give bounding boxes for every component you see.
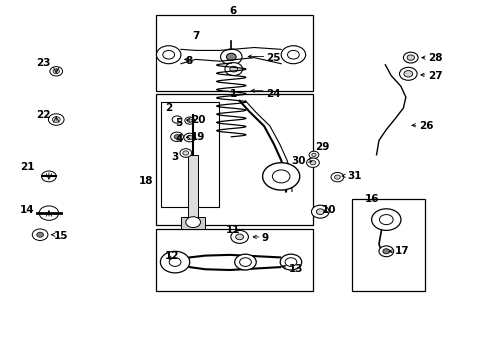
Circle shape: [230, 230, 248, 243]
Text: 25: 25: [266, 53, 281, 63]
Bar: [155, 15, 312, 91]
Text: 12: 12: [165, 251, 180, 261]
Bar: [155, 229, 312, 291]
Circle shape: [48, 114, 64, 125]
Circle shape: [281, 46, 305, 64]
Text: 18: 18: [138, 176, 153, 186]
Circle shape: [262, 163, 299, 190]
Text: 13: 13: [288, 264, 303, 274]
Circle shape: [311, 153, 315, 156]
Text: 29: 29: [315, 142, 329, 152]
Circle shape: [306, 158, 319, 167]
Circle shape: [234, 254, 256, 270]
Circle shape: [174, 135, 180, 139]
Circle shape: [239, 258, 251, 266]
Text: 27: 27: [427, 71, 442, 81]
Circle shape: [378, 246, 393, 257]
Text: 24: 24: [266, 89, 281, 99]
Circle shape: [187, 119, 192, 122]
Text: 4: 4: [175, 134, 182, 144]
Text: 15: 15: [54, 231, 68, 241]
Circle shape: [285, 258, 296, 266]
Circle shape: [403, 71, 412, 77]
Text: 10: 10: [321, 204, 335, 215]
Text: 2: 2: [165, 103, 172, 113]
Circle shape: [272, 170, 289, 183]
Circle shape: [371, 209, 400, 230]
Text: 14: 14: [20, 204, 34, 215]
Text: 19: 19: [190, 132, 204, 142]
Circle shape: [50, 67, 62, 76]
Circle shape: [224, 63, 242, 76]
Text: 11: 11: [225, 225, 240, 235]
Circle shape: [229, 66, 237, 72]
Circle shape: [406, 55, 414, 60]
Text: 1: 1: [229, 89, 236, 99]
Bar: [351, 199, 425, 291]
Circle shape: [160, 251, 189, 273]
Circle shape: [403, 52, 417, 63]
Circle shape: [186, 135, 192, 140]
Text: 8: 8: [185, 56, 193, 66]
Text: 21: 21: [20, 162, 34, 172]
Circle shape: [41, 171, 56, 182]
Circle shape: [330, 172, 343, 182]
Text: 3: 3: [171, 152, 178, 162]
Text: 23: 23: [36, 58, 50, 68]
Circle shape: [37, 232, 43, 237]
Circle shape: [226, 53, 236, 60]
Circle shape: [309, 161, 315, 165]
Circle shape: [184, 117, 194, 124]
Text: 31: 31: [346, 171, 361, 181]
Circle shape: [220, 49, 242, 65]
Circle shape: [32, 229, 48, 240]
Text: 16: 16: [364, 194, 378, 204]
Text: 20: 20: [190, 114, 205, 125]
Circle shape: [39, 206, 59, 220]
Text: 5: 5: [175, 118, 182, 128]
Text: 17: 17: [394, 246, 409, 256]
Circle shape: [183, 133, 195, 142]
Circle shape: [308, 151, 318, 158]
Circle shape: [180, 149, 191, 157]
Text: 28: 28: [427, 53, 442, 63]
Text: 7: 7: [191, 31, 199, 41]
Text: 22: 22: [36, 110, 50, 120]
Circle shape: [170, 132, 183, 141]
Circle shape: [334, 175, 340, 179]
Bar: [188, 155, 198, 217]
Circle shape: [311, 205, 328, 218]
Circle shape: [316, 209, 324, 215]
Circle shape: [163, 50, 174, 59]
Circle shape: [156, 46, 181, 64]
Circle shape: [172, 116, 182, 123]
Text: 6: 6: [229, 6, 236, 16]
Circle shape: [287, 50, 299, 59]
Circle shape: [280, 254, 301, 270]
Circle shape: [183, 151, 188, 155]
Circle shape: [379, 215, 392, 225]
Bar: [155, 94, 312, 225]
Bar: [181, 217, 205, 229]
Circle shape: [52, 117, 60, 122]
Circle shape: [235, 234, 243, 240]
Bar: [161, 102, 219, 207]
Text: 9: 9: [261, 233, 268, 243]
Circle shape: [169, 258, 181, 266]
Text: 30: 30: [290, 156, 305, 166]
Text: 26: 26: [419, 121, 433, 131]
Circle shape: [399, 67, 416, 80]
Circle shape: [53, 69, 60, 73]
Circle shape: [382, 249, 389, 254]
Circle shape: [185, 217, 200, 228]
